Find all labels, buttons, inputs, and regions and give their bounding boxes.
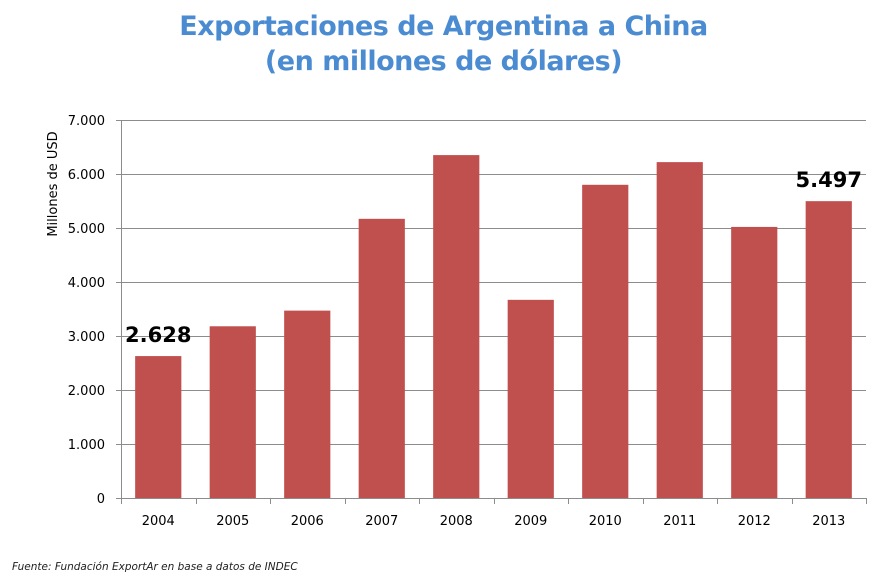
- y-tick-label: 6.000: [68, 168, 105, 183]
- chart-title-line-1: Exportaciones de Argentina a China: [179, 11, 708, 42]
- y-tick-label: 1.000: [68, 438, 105, 453]
- bar-2005: [209, 326, 256, 498]
- bar-2004: [135, 356, 182, 498]
- bar-2006: [284, 310, 331, 498]
- x-tick-label: 2013: [812, 514, 845, 529]
- data-label-2013: 5.497: [796, 168, 862, 192]
- y-tick-label: 5.000: [68, 222, 105, 237]
- bar-2012: [731, 226, 778, 499]
- y-tick-label: 7.000: [68, 114, 105, 129]
- bar-2009: [507, 299, 554, 498]
- x-tick-label: 2006: [291, 514, 324, 529]
- x-tick-label: 2012: [738, 514, 771, 529]
- bar-2008: [433, 155, 480, 498]
- x-tick-label: 2007: [365, 514, 398, 529]
- x-tick-label: 2005: [216, 514, 249, 529]
- y-tick-label: 0: [97, 492, 105, 507]
- y-axis-label: Millones de USD: [46, 131, 61, 236]
- y-tick-label: 4.000: [68, 276, 105, 291]
- y-tick-label: 2.000: [68, 384, 105, 399]
- x-tick-label: 2010: [589, 514, 622, 529]
- bars: [135, 155, 852, 499]
- chart-title-line-2: (en millones de dólares): [264, 46, 623, 77]
- source-note: Fuente: Fundación ExportAr en base a dat…: [12, 561, 298, 573]
- y-tick-label: 3.000: [68, 330, 105, 345]
- x-tick-label: 2008: [440, 514, 473, 529]
- x-tick-label: 2011: [663, 514, 696, 529]
- data-label-2004: 2.628: [125, 323, 191, 347]
- bar-2007: [358, 218, 405, 498]
- axes: [116, 120, 867, 504]
- bar-2010: [582, 184, 629, 499]
- tick-labels: 0 1.000 2.000 3.000 4.000 5.000 6.000 7.000 2004…: [68, 114, 846, 529]
- bar-2011: [656, 162, 703, 498]
- x-tick-label: 2009: [514, 514, 547, 529]
- data-labels: 2.628 5.497: [125, 168, 862, 347]
- bar-2013: [805, 201, 852, 499]
- x-tick-label: 2004: [142, 514, 175, 529]
